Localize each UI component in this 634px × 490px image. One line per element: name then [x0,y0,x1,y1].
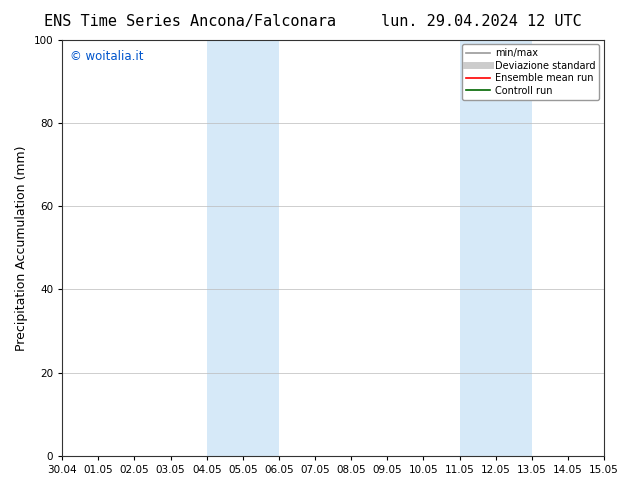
Bar [207,40,243,456]
Bar [243,40,279,456]
Bar [460,40,496,456]
Legend: min/max, Deviazione standard, Ensemble mean run, Controll run: min/max, Deviazione standard, Ensemble m… [462,45,599,99]
Text: ENS Time Series Ancona/Falconara: ENS Time Series Ancona/Falconara [44,14,336,29]
Text: lun. 29.04.2024 12 UTC: lun. 29.04.2024 12 UTC [382,14,582,29]
Bar [496,40,532,456]
Text: © woitalia.it: © woitalia.it [70,50,144,63]
Y-axis label: Precipitation Accumulation (mm): Precipitation Accumulation (mm) [15,145,28,350]
